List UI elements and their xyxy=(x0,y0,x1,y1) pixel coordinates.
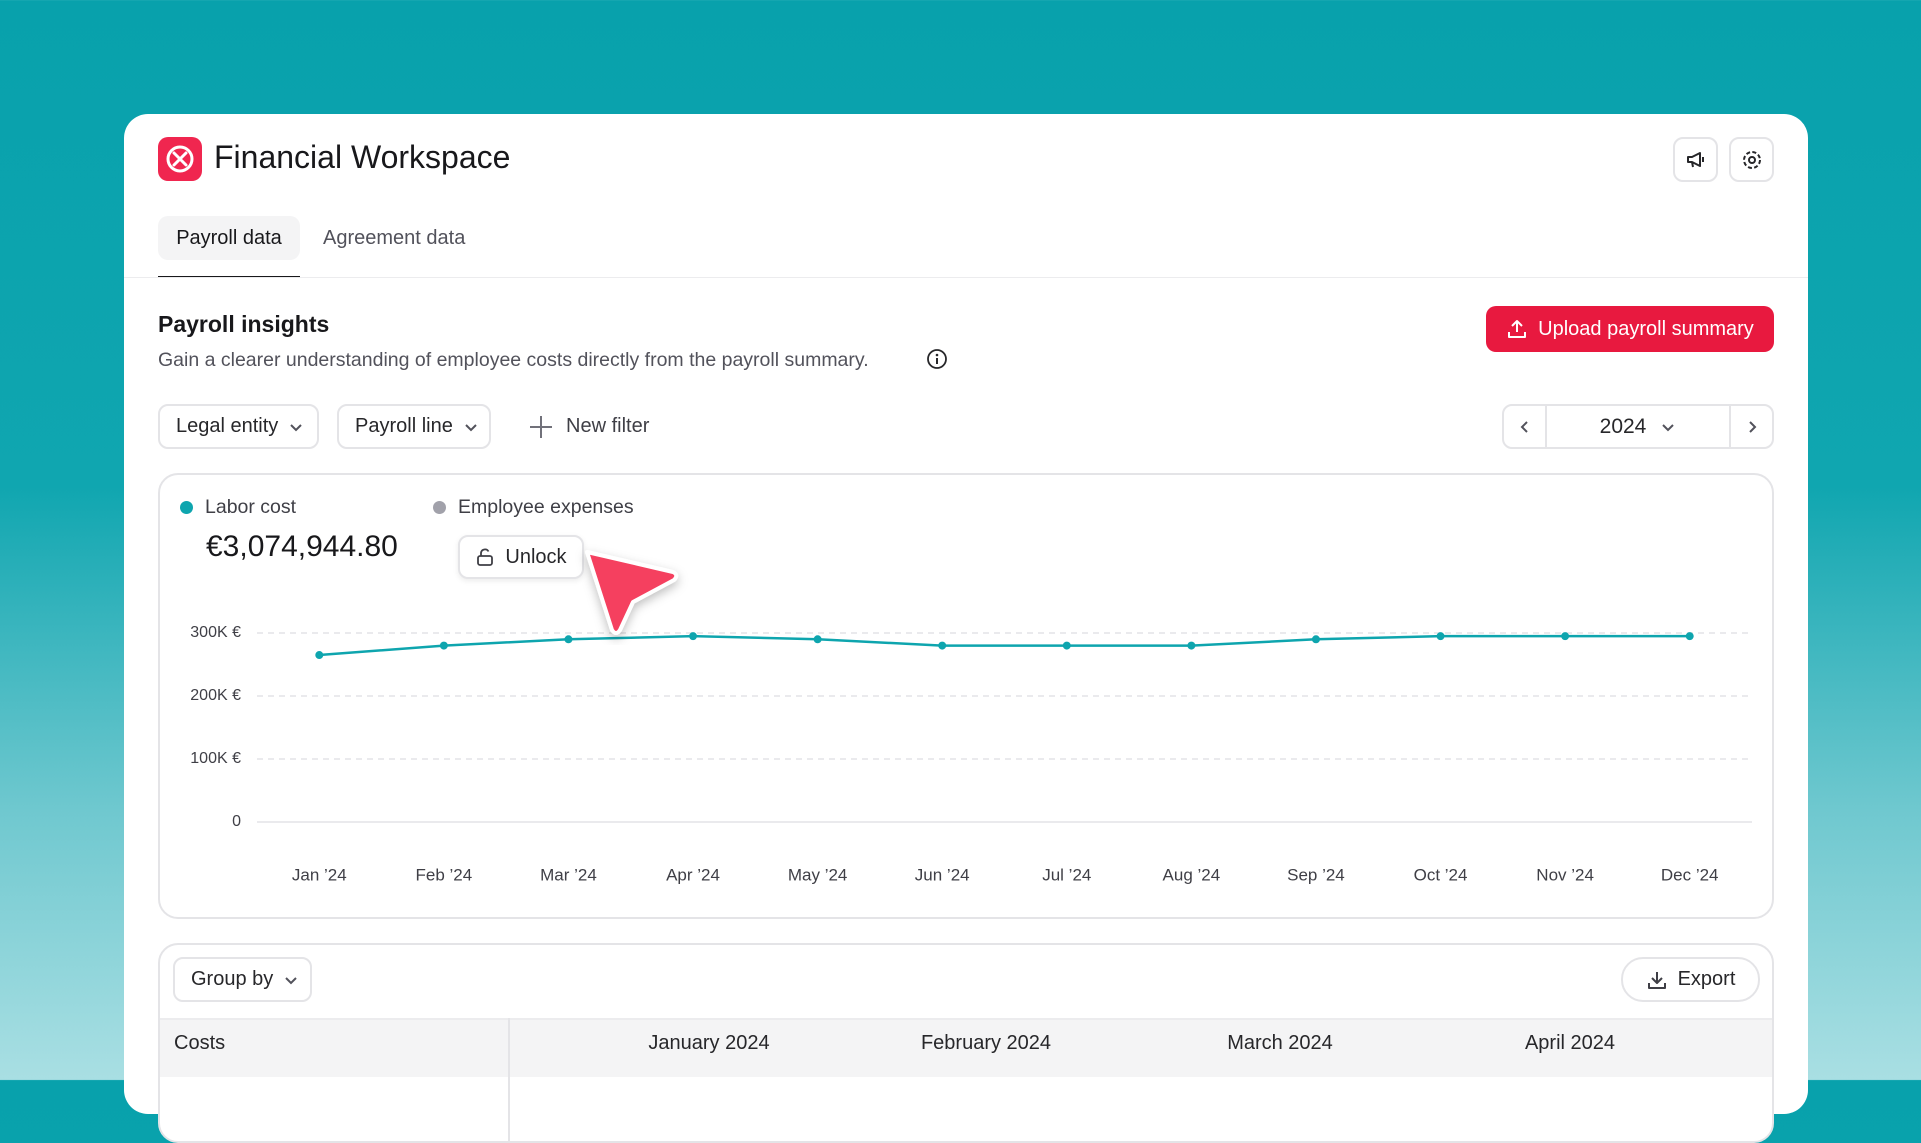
chevron-down xyxy=(290,423,303,431)
cursor-pointer xyxy=(585,550,679,635)
series-total: €3,074,944.80 xyxy=(206,530,398,563)
year-dropdown[interactable]: 2024 xyxy=(1547,415,1729,439)
year-label: 2024 xyxy=(1599,414,1647,438)
logo xyxy=(158,137,202,181)
y-tick-label: 0 xyxy=(232,813,241,830)
data-point xyxy=(689,632,698,641)
chart: 0 100K € 200K € 300K € Jan ’24 Feb ’24 Mar ’24… xyxy=(190,624,1752,884)
column-header: Costs xyxy=(174,1032,226,1054)
prev-year[interactable] xyxy=(1504,406,1547,447)
y-tick-label: 200K € xyxy=(190,687,241,704)
x-tick-label: Dec ’24 xyxy=(1661,865,1719,884)
gear-icon xyxy=(1742,150,1761,169)
x-tick-label: Apr ’24 xyxy=(666,865,720,884)
data-point xyxy=(1062,641,1071,650)
x-tick-label: Sep ’24 xyxy=(1287,865,1345,884)
x-tick-label: May ’24 xyxy=(788,865,848,884)
filter-dropdown[interactable]: Legal entity xyxy=(158,404,319,449)
data-point xyxy=(938,641,947,650)
column-header: April 2024 xyxy=(1524,1032,1616,1054)
table-header xyxy=(160,1018,1772,1077)
x-tick-label: Oct ’24 xyxy=(1414,865,1468,884)
divider xyxy=(124,277,1808,278)
x-tick-label: Feb ’24 xyxy=(416,865,473,884)
upload-label: Upload payroll summary xyxy=(1538,317,1754,340)
unlock-button[interactable]: Unlock xyxy=(458,535,584,579)
download-icon xyxy=(1647,971,1666,989)
unlock-label: Unlock xyxy=(505,545,567,568)
series-line xyxy=(319,634,1690,657)
section-subtitle: Gain a clearer understanding of employee… xyxy=(158,349,869,371)
column-header: February 2024 xyxy=(920,1032,1052,1054)
chevron-down xyxy=(1662,423,1675,431)
lock-icon xyxy=(477,548,494,566)
column-header: January 2024 xyxy=(648,1032,770,1054)
legend-label: Labor cost xyxy=(205,496,297,518)
column-header: March 2024 xyxy=(1227,1032,1333,1054)
chevron-down xyxy=(465,423,477,431)
plus-icon xyxy=(530,415,552,438)
section-title: Payroll insights xyxy=(158,311,330,337)
megaphone-icon xyxy=(1686,151,1704,167)
data-point xyxy=(439,641,448,650)
filter-dropdown[interactable]: Payroll line xyxy=(337,404,491,449)
data-point xyxy=(1436,632,1445,641)
filter-label: Payroll line xyxy=(355,415,453,437)
new-filter-button[interactable]: New filter xyxy=(528,404,649,449)
x-tick-label: Jul ’24 xyxy=(1042,865,1091,884)
legend-dot xyxy=(180,501,193,514)
y-tick-label: 300K € xyxy=(190,624,241,641)
announcements-button[interactable] xyxy=(1673,137,1718,182)
data-point xyxy=(315,651,324,660)
x-tick-label: Mar ’24 xyxy=(540,865,597,884)
export-button[interactable]: Export xyxy=(1621,957,1760,1002)
legend-entry: Labor cost xyxy=(180,496,296,519)
chevron-down xyxy=(285,976,297,984)
filter-label: Legal entity xyxy=(176,415,279,437)
tab-active[interactable]: Payroll data xyxy=(158,216,300,260)
next-year[interactable] xyxy=(1729,406,1772,447)
data-point xyxy=(1561,632,1570,641)
chevron-left xyxy=(1520,420,1528,433)
x-tick-label: Nov ’24 xyxy=(1536,865,1594,884)
settings-button[interactable] xyxy=(1729,137,1774,182)
app-title: Financial Workspace xyxy=(214,139,511,175)
export-label: Export xyxy=(1677,968,1736,990)
x-tick-label: Jan ’24 xyxy=(292,865,347,884)
x-tick-label: Jun ’24 xyxy=(915,865,970,884)
info-icon[interactable] xyxy=(926,348,948,370)
new-filter-label: New filter xyxy=(566,415,650,437)
data-point xyxy=(564,635,573,644)
column-divider xyxy=(508,1018,510,1141)
group-by-label: Group by xyxy=(191,968,274,990)
legend-dot xyxy=(433,501,446,514)
year-selector: 2024 xyxy=(1502,404,1774,449)
data-point xyxy=(1187,641,1196,650)
data-point xyxy=(813,635,822,644)
x-tick-label: Aug ’24 xyxy=(1163,865,1221,884)
upload-icon xyxy=(1508,320,1527,338)
y-tick-label: 100K € xyxy=(190,750,241,767)
legend-label: Employee expenses xyxy=(458,496,634,518)
data-point xyxy=(1311,635,1320,644)
tab[interactable]: Agreement data xyxy=(323,226,466,249)
data-point xyxy=(1685,632,1694,641)
chevron-right xyxy=(1748,420,1756,433)
legend-entry: Employee expenses xyxy=(433,496,634,519)
group-by-dropdown[interactable]: Group by xyxy=(173,957,312,1002)
upload-button[interactable]: Upload payroll summary xyxy=(1486,306,1774,352)
